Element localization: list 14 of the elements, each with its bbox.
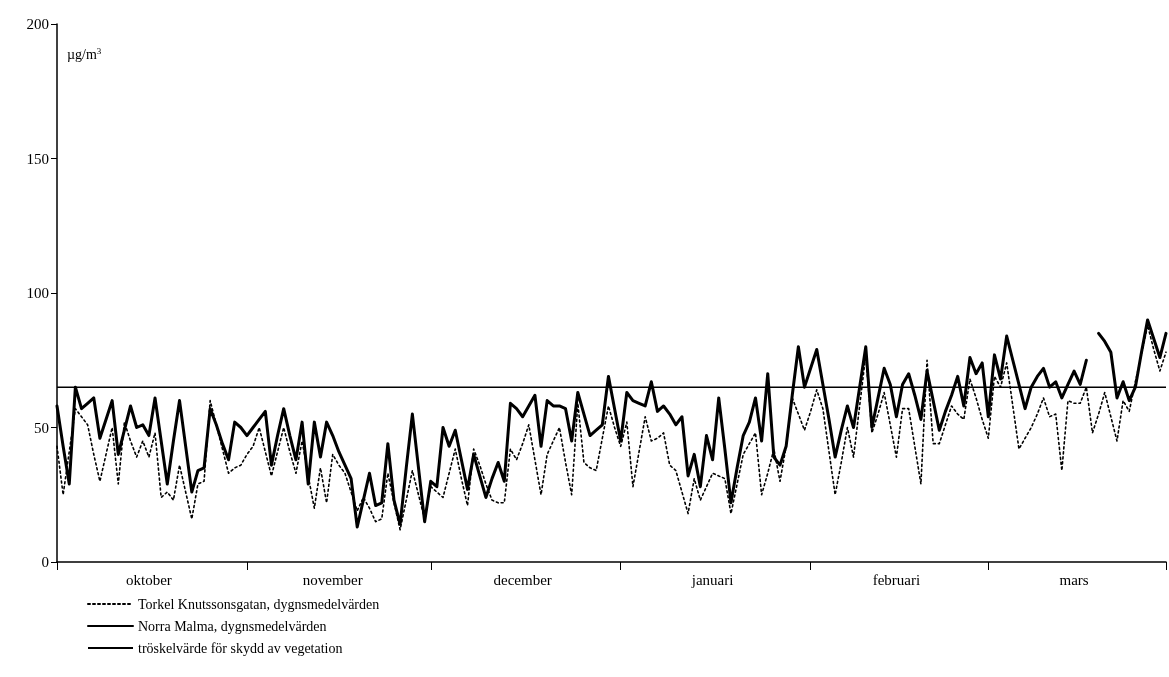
x-tick-label: november	[302, 571, 363, 588]
legend-label: Norra Malma, dygnsmedelvärden	[138, 618, 327, 634]
y-tick-label: 200	[26, 16, 49, 32]
y-tick-label: 50	[34, 419, 49, 436]
y-tick-label: 150	[26, 150, 49, 167]
x-tick-label: december	[493, 571, 552, 588]
x-tick-label: februari	[872, 571, 921, 588]
x-tick-label: januari	[690, 571, 734, 588]
y-tick-label: 0	[41, 554, 49, 570]
x-tick-label: oktober	[125, 571, 172, 588]
legend-label: Torkel Knutssonsgatan, dygnsmedelvärden	[138, 596, 380, 612]
legend-label: tröskelvärde för skydd av vegetation	[138, 640, 343, 656]
x-tick-label: mars	[1059, 571, 1089, 588]
y-tick-label: 100	[26, 285, 49, 301]
